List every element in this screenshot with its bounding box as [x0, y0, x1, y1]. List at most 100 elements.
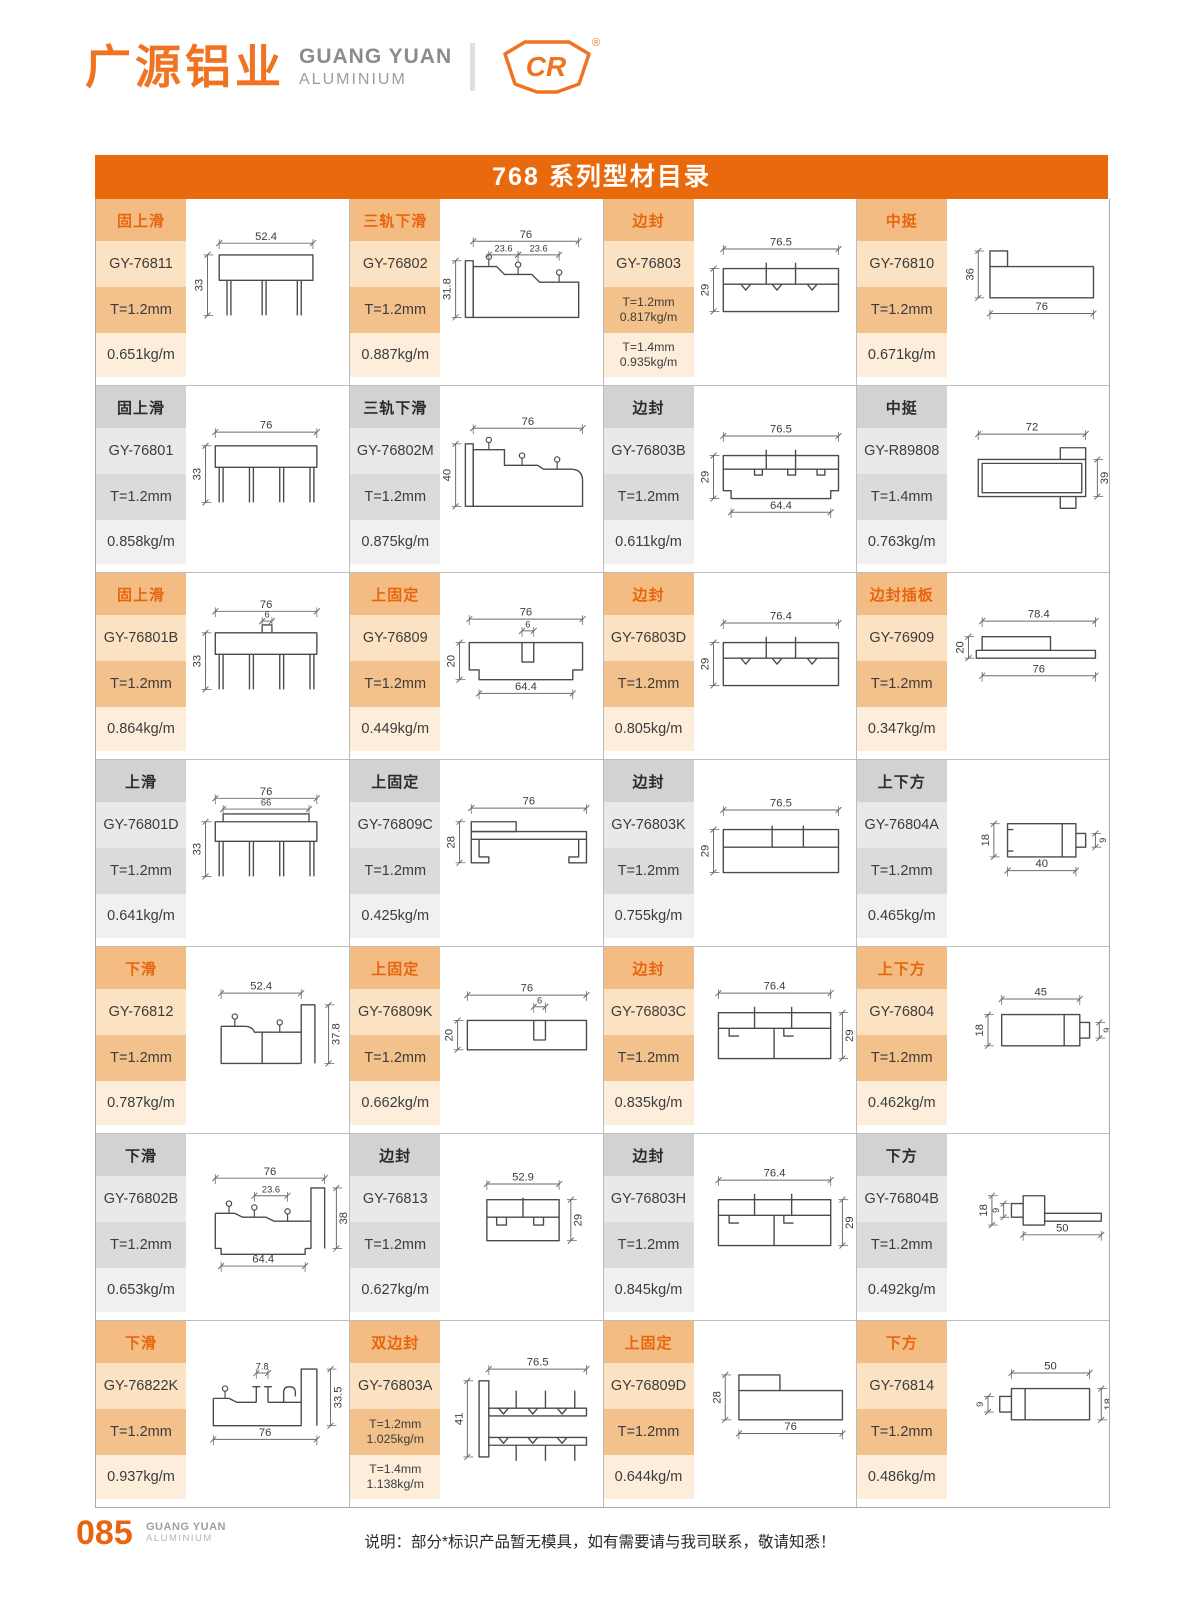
category-label: 中挺 — [856, 386, 947, 428]
product-cell: 三轨下滑 GY-76802M T=1.2mm 0.875kg/m 76 40 — [349, 386, 602, 572]
profile-drawing: 76.5 41 — [454, 1357, 590, 1461]
drawing-area: 76 33 — [186, 386, 349, 572]
profile-drawing: 76.5 29 64.4 — [699, 424, 842, 519]
drawing-area: 76.5 29 64.4 — [694, 386, 856, 572]
product-labels: 边封 GY-76813 T=1.2mm 0.627kg/m — [350, 1134, 441, 1320]
table-row: 下滑 GY-76802B T=1.2mm 0.653kg/m 76 23.6 38 64.4 边… — [96, 1133, 1109, 1320]
product-labels: 固上滑 GY-76801B T=1.2mm 0.864kg/m — [96, 573, 186, 759]
svg-text:28: 28 — [446, 836, 458, 848]
category-label: 上固定 — [350, 947, 441, 989]
category-label: 固上滑 — [96, 199, 186, 241]
weight-value: 0.755kg/m — [603, 894, 694, 938]
profile-drawing: 76.5 29 — [699, 237, 842, 315]
profile-drawing: 45 18 9 — [974, 987, 1109, 1050]
drawing-area: 18 40 9 — [947, 760, 1109, 946]
catalog-table: 固上滑 GY-76811 T=1.2mm 0.651kg/m 52.4 33 三轨下滑 GY-… — [95, 199, 1110, 1508]
svg-text:76.5: 76.5 — [527, 1357, 549, 1369]
svg-text:76.4: 76.4 — [763, 1168, 785, 1180]
profile-drawing: 52.4 33 — [194, 231, 317, 319]
category-label: 固上滑 — [96, 573, 186, 615]
model-code: GY-76801B — [96, 615, 186, 661]
model-code: GY-76803B — [603, 428, 694, 474]
svg-text:76: 76 — [520, 607, 532, 619]
logo-english-line2: ALUMINIUM — [299, 71, 407, 88]
product-labels: 固上滑 GY-76801 T=1.2mm 0.858kg/m — [96, 386, 186, 572]
category-label: 上固定 — [350, 573, 441, 615]
svg-text:23.6: 23.6 — [495, 243, 513, 253]
product-cell: 边封 GY-76803B T=1.2mm 0.611kg/m 76.5 29 64.4 — [602, 386, 856, 572]
weight-value: 0.449kg/m — [350, 707, 441, 751]
product-cell: 边封 GY-76803K T=1.2mm 0.755kg/m 76.5 29 — [602, 760, 856, 946]
weight-value: 0.937kg/m — [96, 1455, 186, 1499]
category-label: 中挺 — [856, 199, 947, 241]
svg-text:20: 20 — [954, 641, 966, 653]
profile-drawing: 72 39 — [974, 422, 1109, 509]
thickness-value: T=1.2mm — [856, 1222, 947, 1268]
product-labels: 三轨下滑 GY-76802M T=1.2mm 0.875kg/m — [350, 386, 441, 572]
model-code: GY-76909 — [856, 615, 947, 661]
thickness-value: T=1.2mm — [96, 1222, 186, 1268]
thickness-value: T=1.2mm — [96, 848, 186, 894]
logo-english: GUANG YUAN ALUMINIUM — [299, 45, 452, 89]
product-labels: 上固定 GY-76809C T=1.2mm 0.425kg/m — [350, 760, 441, 946]
profile-drawing: 76.5 29 — [699, 798, 842, 876]
thickness-value: T=1.2mm — [350, 1035, 441, 1081]
model-code: GY-76804 — [856, 989, 947, 1035]
weight-value: 0.653kg/m — [96, 1268, 186, 1312]
thickness-value: T=1.2mm — [96, 661, 186, 707]
model-code: GY-76811 — [96, 241, 186, 287]
logo-english-line1: GUANG YUAN — [299, 45, 453, 68]
profile-drawing: 50 9 18 — [975, 1361, 1109, 1424]
profile-drawing: 7.8 33.5 76 — [210, 1362, 344, 1446]
model-code: GY-76803C — [603, 989, 694, 1035]
weight-value: 0.425kg/m — [350, 894, 441, 938]
drawing-area: 76 28 — [440, 760, 602, 946]
weight-value: 0.462kg/m — [856, 1081, 947, 1125]
svg-text:76: 76 — [1032, 663, 1044, 675]
thickness-value: T=1.2mm — [350, 661, 441, 707]
product-cell: 下滑 GY-76812 T=1.2mm 0.787kg/m 52.4 37.8 — [96, 947, 349, 1133]
svg-text:76: 76 — [784, 1421, 796, 1433]
product-cell: 边封 GY-76803D T=1.2mm 0.805kg/m 76.4 29 — [602, 573, 856, 759]
drawing-area: 72 39 — [947, 386, 1109, 572]
cr-logo-icon: CR ® — [503, 37, 600, 94]
profile-drawing: 28 76 — [711, 1371, 846, 1440]
svg-text:76: 76 — [1035, 301, 1047, 313]
model-code: GY-76809D — [603, 1363, 694, 1409]
svg-text:29: 29 — [699, 471, 711, 483]
product-labels: 上固定 GY-76809K T=1.2mm 0.662kg/m — [350, 947, 441, 1133]
product-cell: 边封 GY-76803 T=1.2mm 0.817kg/m T=1.4mm 0.935… — [602, 199, 856, 385]
product-labels: 上下方 GY-76804A T=1.2mm 0.465kg/m — [856, 760, 947, 946]
category-label: 边封 — [603, 199, 694, 241]
svg-text:64.4: 64.4 — [515, 681, 537, 693]
thickness-value: T=1.2mm — [856, 848, 947, 894]
svg-text:CR: CR — [526, 51, 567, 82]
category-label: 下方 — [856, 1321, 947, 1363]
drawing-area: 76.5 29 — [694, 760, 856, 946]
drawing-area: 76 23.6 23.6 31.8 — [440, 199, 602, 385]
weight-value: 0.486kg/m — [856, 1455, 947, 1499]
svg-text:76: 76 — [260, 786, 272, 798]
model-code: GY-76814 — [856, 1363, 947, 1409]
table-row: 下滑 GY-76812 T=1.2mm 0.787kg/m 52.4 37.8 上固定 GY-… — [96, 946, 1109, 1133]
table-row: 固上滑 GY-76811 T=1.2mm 0.651kg/m 52.4 33 三轨下滑 GY-… — [96, 199, 1109, 385]
svg-text:76: 76 — [520, 229, 532, 241]
footer-brand-line1: GUANG YUAN — [146, 1521, 226, 1533]
profile-drawing: 76.4 29 — [699, 611, 842, 689]
svg-text:33: 33 — [192, 843, 204, 855]
weight-value: 0.787kg/m — [96, 1081, 186, 1125]
category-label: 边封 — [603, 1134, 694, 1176]
category-label: 下滑 — [96, 1134, 186, 1176]
svg-text:52.9: 52.9 — [512, 1172, 534, 1184]
product-cell: 上固定 GY-76809 T=1.2mm 0.449kg/m 76 6 20 64.4 — [349, 573, 602, 759]
drawing-area: 76.5 41 — [440, 1321, 602, 1507]
svg-text:23.6: 23.6 — [262, 1184, 280, 1194]
product-labels: 上滑 GY-76801D T=1.2mm 0.641kg/m — [96, 760, 186, 946]
svg-text:76: 76 — [264, 1166, 276, 1178]
drawing-area: 18 9 50 — [947, 1134, 1109, 1320]
drawing-area: 78.4 20 76 — [947, 573, 1109, 759]
product-labels: 下滑 GY-76802B T=1.2mm 0.653kg/m — [96, 1134, 186, 1320]
profile-drawing: 766 20 64.4 — [446, 607, 587, 700]
product-cell: 上固定 GY-76809D T=1.2mm 0.644kg/m 28 76 — [602, 1321, 856, 1507]
